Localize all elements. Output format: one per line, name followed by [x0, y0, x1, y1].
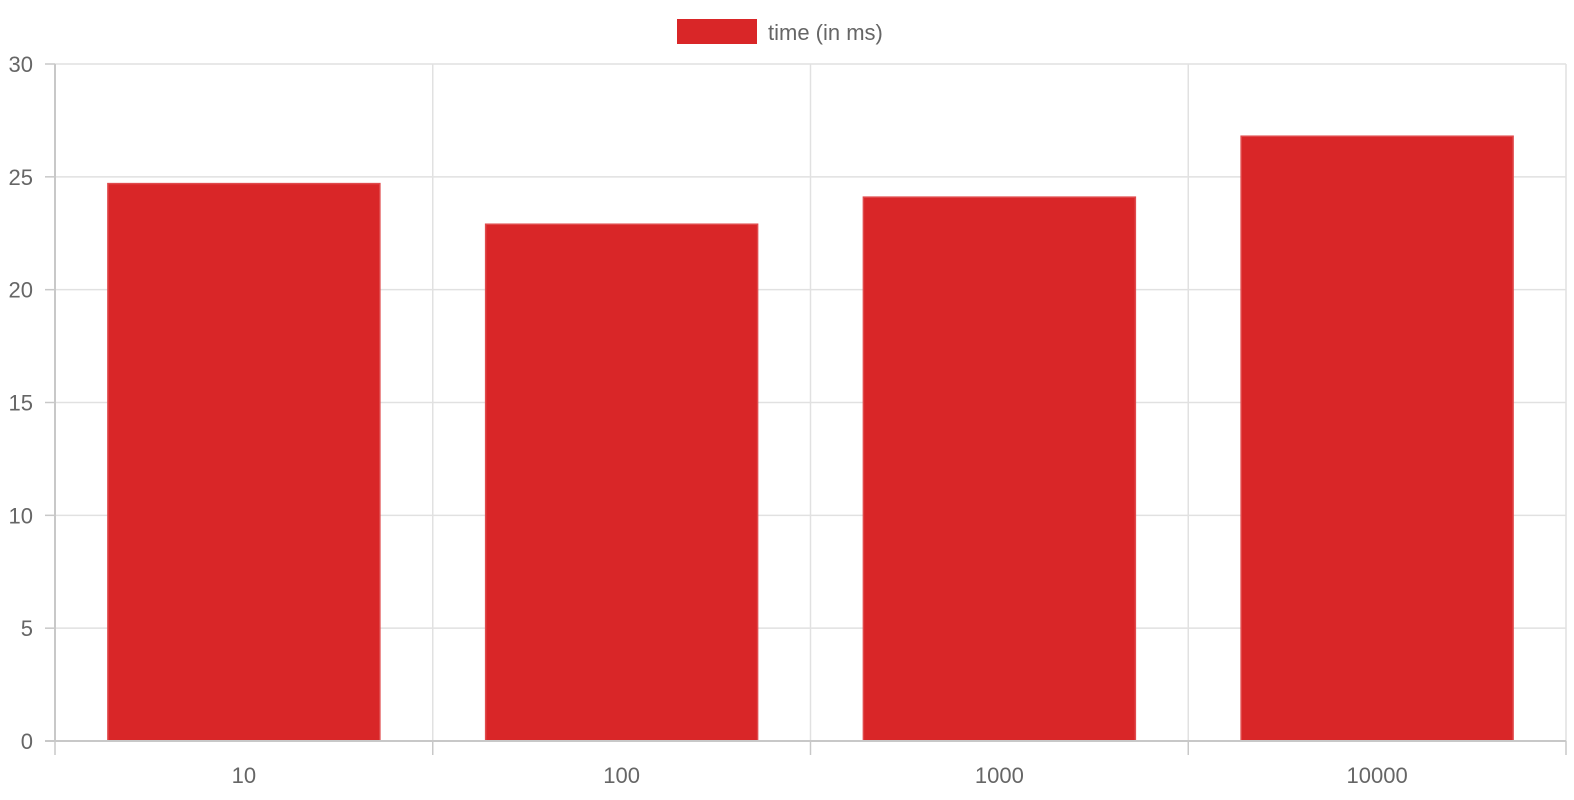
x-tick-label: 10 — [232, 763, 256, 788]
bar-layer — [107, 135, 1514, 742]
y-tick-label: 10 — [9, 503, 33, 528]
x-tick-label: 1000 — [975, 763, 1024, 788]
y-tick-label: 20 — [9, 278, 33, 303]
y-tick-label: 5 — [21, 616, 33, 641]
legend-swatch[interactable] — [677, 19, 757, 44]
bar-10000[interactable] — [1240, 135, 1514, 742]
y-tick-label: 30 — [9, 52, 33, 77]
bar-1000[interactable] — [862, 196, 1137, 742]
x-tick-label: 100 — [603, 763, 640, 788]
bar-10[interactable] — [107, 182, 381, 742]
legend[interactable]: time (in ms) — [677, 19, 883, 45]
axis-layer: 0 5 10 15 20 25 30 10 100 1000 10000 — [9, 52, 1567, 788]
y-tick-label: 15 — [9, 391, 33, 416]
y-tick-label: 0 — [21, 729, 33, 754]
bar-100[interactable] — [484, 223, 759, 742]
legend-label[interactable]: time (in ms) — [768, 20, 883, 45]
x-tick-label: 10000 — [1347, 763, 1408, 788]
y-tick-label: 25 — [9, 165, 33, 190]
